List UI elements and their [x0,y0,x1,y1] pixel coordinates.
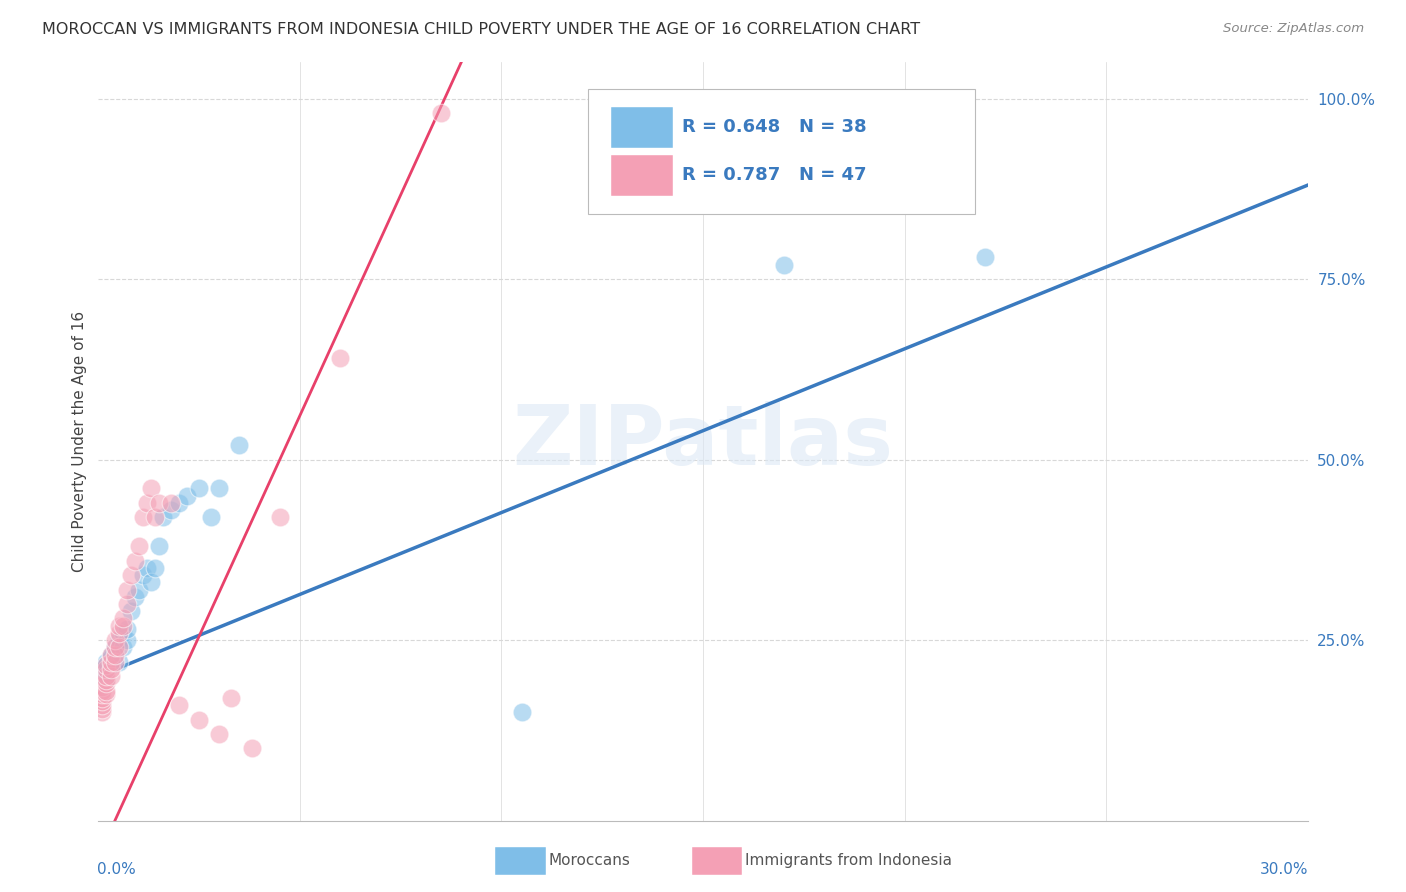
Point [974,251,997,265]
Point [107,626,129,640]
Point [148,496,170,510]
Point [91,698,114,712]
Point [91,662,114,676]
Point [96,673,118,687]
FancyBboxPatch shape [612,155,672,196]
Point [107,618,129,632]
Point [120,568,142,582]
Point [152,510,174,524]
Point [115,597,138,611]
Point [91,702,114,716]
Point [124,554,146,568]
Point [96,665,118,680]
Point [200,510,222,524]
Point [91,680,114,694]
Point [91,706,114,720]
Point [115,622,138,636]
Text: R = 0.648   N = 38: R = 0.648 N = 38 [682,118,868,136]
Point [135,496,157,510]
Text: Source: ZipAtlas.com: Source: ZipAtlas.com [1223,22,1364,36]
Point [111,611,134,625]
Point [124,590,146,604]
Y-axis label: Child Poverty Under the Age of 16: Child Poverty Under the Age of 16 [72,311,87,572]
Point [135,561,157,575]
Point [91,683,114,698]
Point [148,539,170,553]
Point [100,669,122,683]
Point [430,106,453,120]
Point [111,618,134,632]
Point [100,662,122,676]
Point [111,640,134,655]
Point [139,482,162,496]
Point [188,482,211,496]
Point [269,510,291,524]
Point [107,655,129,669]
Point [221,690,243,705]
Point [103,640,125,655]
Point [103,640,125,655]
Point [96,683,118,698]
Point [143,561,166,575]
FancyBboxPatch shape [612,107,672,148]
Point [91,669,114,683]
Point [96,658,118,673]
Point [160,496,183,510]
Point [107,640,129,655]
Point [103,633,125,648]
Point [96,687,118,701]
Point [111,626,134,640]
Point [100,658,122,673]
Point [100,651,122,665]
Point [128,582,150,597]
Text: Immigrants from Indonesia: Immigrants from Indonesia [745,854,952,868]
Point [167,698,190,712]
Point [100,655,122,669]
Point [128,539,150,553]
Point [120,604,142,618]
Point [329,351,352,366]
Point [91,680,114,694]
Point [91,694,114,708]
Point [143,510,166,524]
Point [91,673,114,687]
Text: R = 0.787   N = 47: R = 0.787 N = 47 [682,166,868,184]
Point [139,575,162,590]
Point [772,258,794,272]
Point [132,568,155,582]
Point [96,658,118,673]
Point [107,633,129,648]
FancyBboxPatch shape [588,89,976,214]
Point [208,482,231,496]
Point [96,669,118,683]
Point [188,713,211,727]
Point [208,727,231,741]
Point [510,706,533,720]
Point [91,690,114,705]
Text: MOROCCAN VS IMMIGRANTS FROM INDONESIA CHILD POVERTY UNDER THE AGE OF 16 CORRELAT: MOROCCAN VS IMMIGRANTS FROM INDONESIA CH… [42,22,921,37]
Point [240,741,263,756]
Point [115,633,138,648]
Point [176,489,198,503]
Point [91,687,114,701]
Point [96,655,118,669]
Text: ZIPatlas: ZIPatlas [513,401,893,482]
Point [167,496,190,510]
Point [103,651,125,665]
Point [96,673,118,687]
Point [96,662,118,676]
Point [96,676,118,690]
Point [100,648,122,662]
Point [103,655,125,669]
Point [160,503,183,517]
Point [228,438,250,452]
Point [100,648,122,662]
Point [115,582,138,597]
Text: 30.0%: 30.0% [1260,863,1309,878]
Point [103,648,125,662]
Text: 0.0%: 0.0% [97,863,136,878]
Point [132,510,155,524]
Text: Moroccans: Moroccans [548,854,630,868]
